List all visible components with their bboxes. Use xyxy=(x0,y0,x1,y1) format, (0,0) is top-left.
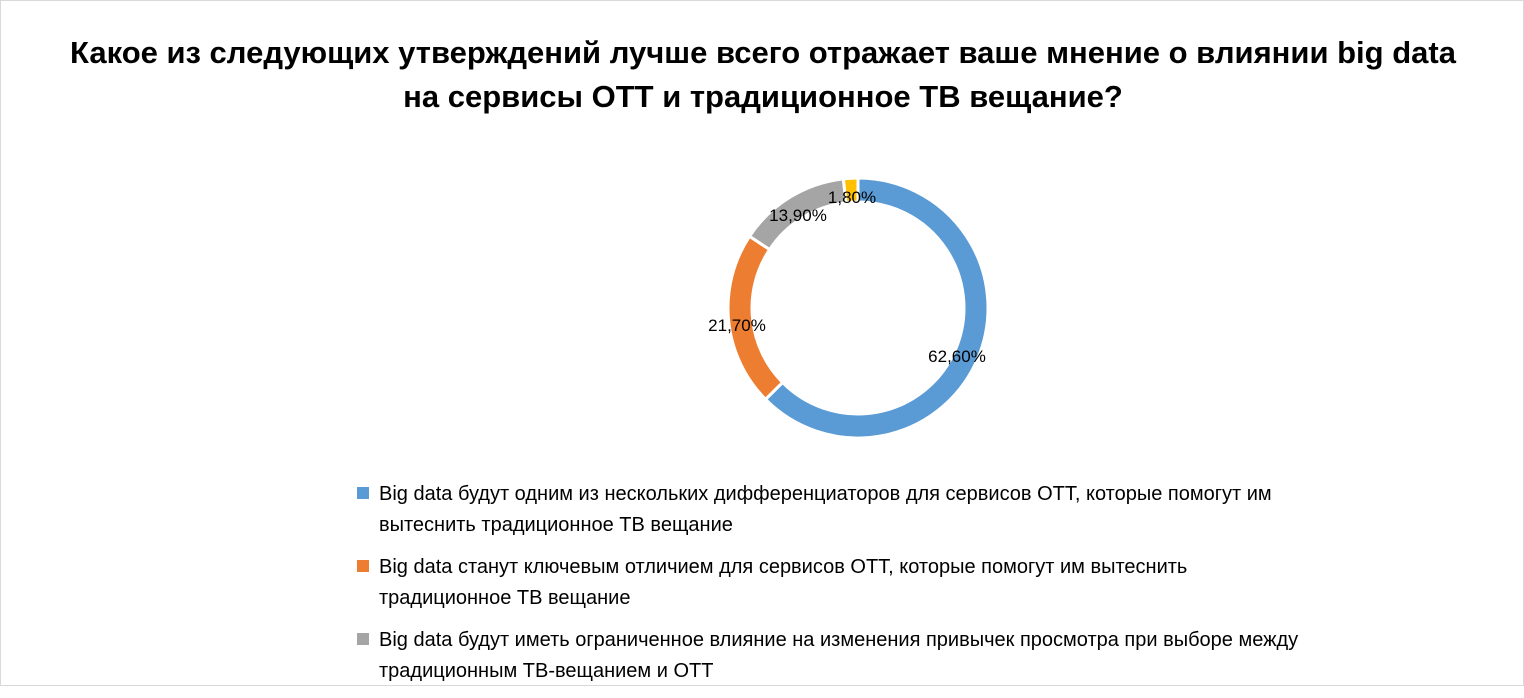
donut-slice-1 xyxy=(763,176,990,440)
legend-swatch-2 xyxy=(357,560,369,572)
legend-swatch-3 xyxy=(357,633,369,645)
data-label-3: 13,90% xyxy=(769,206,827,225)
legend-swatch-1 xyxy=(357,487,369,499)
donut-slice-4 xyxy=(841,176,860,205)
data-label-4: 1,80% xyxy=(828,188,876,207)
data-label-1: 62,60% xyxy=(928,347,986,366)
legend-item-2: Big data станут ключевым отличием для се… xyxy=(357,552,1317,614)
chart-title: Какое из следующих утверждений лучше все… xyxy=(70,35,1456,114)
donut-chart: 62,60% 21,70% 13,90%1,80% xyxy=(708,176,990,440)
legend-item-3: Big data будут иметь ограниченное влияни… xyxy=(357,625,1317,687)
legend: Big data будут одним из нескольких диффе… xyxy=(357,479,1317,698)
legend-label-3: Big data будут иметь ограниченное влияни… xyxy=(379,629,1299,682)
legend-label-2: Big data станут ключевым отличием для се… xyxy=(379,556,1188,609)
legend-label-1: Big data будут одним из нескольких диффе… xyxy=(379,483,1272,536)
legend-item-1: Big data будут одним из нескольких диффе… xyxy=(357,479,1317,541)
data-label-2: 21,70% xyxy=(708,316,766,335)
